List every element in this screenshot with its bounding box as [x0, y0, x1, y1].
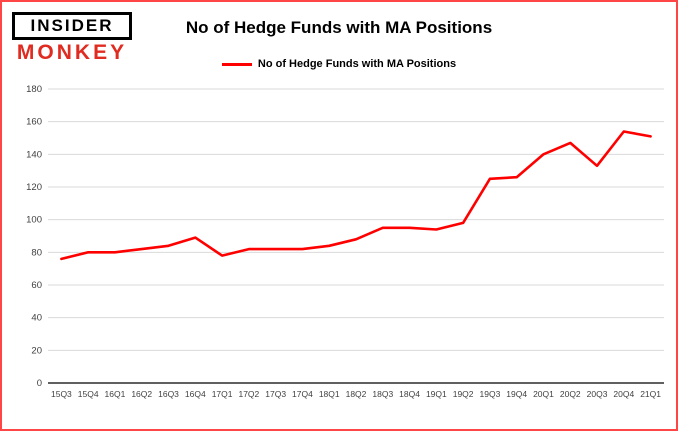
x-tick-label: 18Q4 [399, 389, 420, 399]
y-tick-label: 180 [26, 84, 42, 95]
y-tick-label: 100 [26, 215, 42, 226]
y-tick-label: 120 [26, 182, 42, 193]
y-tick-label: 0 [37, 378, 42, 389]
x-tick-label: 19Q4 [506, 389, 527, 399]
line-chart: 0 20 40 60 80 100 120 140 160 180 15Q3 15Q4 16Q1 16Q2… [26, 84, 664, 399]
x-tick-label: 15Q3 [51, 389, 72, 399]
x-tick-label: 20Q4 [613, 389, 634, 399]
x-tick-label: 16Q4 [185, 389, 206, 399]
legend-label: No of Hedge Funds with MA Positions [257, 58, 457, 70]
legend-line-swatch [221, 62, 252, 66]
x-tick-label: 19Q2 [453, 389, 474, 399]
y-tick-label: 140 [26, 149, 42, 160]
x-tick-label: 16Q3 [158, 389, 179, 399]
legend: No of Hedge Funds with MA Positions [2, 58, 676, 70]
y-tick-label: 20 [31, 345, 42, 356]
x-tick-label: 19Q3 [480, 389, 501, 399]
x-tick-label: 20Q3 [587, 389, 608, 399]
series-line [60, 130, 652, 261]
chart-title: No of Hedge Funds with MA Positions [185, 18, 493, 37]
y-tick-label: 60 [31, 280, 42, 291]
y-tick-label: 160 [26, 117, 42, 128]
x-tick-label: 15Q4 [78, 389, 99, 399]
x-tick-label: 20Q1 [533, 389, 554, 399]
x-tick-label: 17Q3 [265, 389, 286, 399]
logo-insider-text: INSIDER [12, 12, 132, 40]
x-tick-label: 18Q1 [319, 389, 340, 399]
x-tick-label: 16Q1 [105, 389, 126, 399]
x-tick-label: 17Q4 [292, 389, 313, 399]
x-tick-label: 20Q2 [560, 389, 581, 399]
y-tick-label: 80 [31, 247, 42, 258]
y-tick-label: 40 [31, 313, 42, 324]
x-tick-label: 18Q3 [372, 389, 393, 399]
insider-monkey-logo: INSIDER MONKEY [12, 12, 132, 63]
x-tick-label: 19Q1 [426, 389, 447, 399]
x-tick-label: 21Q1 [640, 389, 661, 399]
x-tick-label: 17Q1 [212, 389, 233, 399]
x-tick-label: 17Q2 [238, 389, 259, 399]
x-tick-label: 18Q2 [346, 389, 367, 399]
x-tick-label: 16Q2 [131, 389, 152, 399]
logo-monkey-text: MONKEY [16, 41, 128, 64]
